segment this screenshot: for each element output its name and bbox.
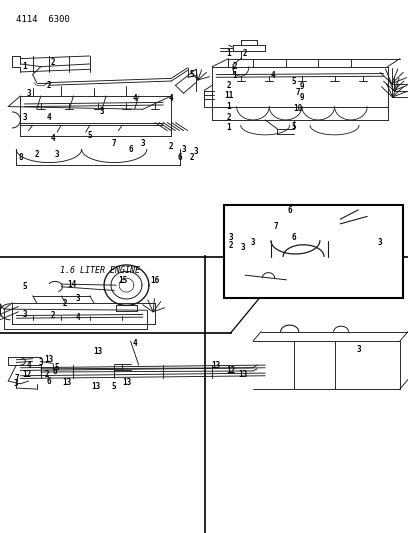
Text: 7: 7	[295, 88, 300, 96]
Text: 2: 2	[44, 370, 49, 379]
Text: 3: 3	[251, 238, 255, 247]
Text: 2.2 LITER ENGINE: 2.2 LITER ENGINE	[264, 266, 344, 276]
Text: 1: 1	[226, 49, 231, 58]
Text: 7: 7	[273, 222, 278, 231]
Text: 13: 13	[122, 378, 131, 386]
Text: 5: 5	[55, 364, 60, 372]
Text: 3: 3	[75, 294, 80, 303]
Text: 14: 14	[67, 280, 76, 288]
Text: 9: 9	[299, 83, 304, 91]
Text: 4: 4	[26, 361, 31, 369]
Text: 6: 6	[53, 367, 58, 376]
Text: 2: 2	[51, 59, 55, 67]
Text: 5: 5	[291, 77, 296, 86]
Text: 4: 4	[132, 340, 137, 348]
Text: 1: 1	[232, 71, 237, 80]
Text: 5: 5	[87, 132, 92, 140]
Text: 13: 13	[212, 361, 221, 369]
Text: 1: 1	[226, 124, 231, 132]
Text: 12: 12	[226, 366, 235, 375]
Text: 4: 4	[51, 134, 55, 143]
Text: 3: 3	[377, 238, 382, 247]
Text: 3: 3	[193, 148, 198, 156]
Text: 12: 12	[22, 370, 31, 378]
Text: 2: 2	[226, 81, 231, 90]
Text: 5: 5	[112, 382, 117, 391]
Text: 13: 13	[63, 378, 72, 386]
Text: 3: 3	[100, 108, 104, 116]
Text: 2: 2	[242, 49, 247, 58]
Text: 16: 16	[151, 277, 160, 285]
Text: 13: 13	[93, 348, 102, 356]
Text: 9: 9	[299, 93, 304, 102]
Text: 1: 1	[226, 102, 231, 111]
Text: 3: 3	[14, 379, 19, 388]
Text: 4: 4	[271, 71, 276, 80]
Text: 1.6 LITER ENGINE: 1.6 LITER ENGINE	[60, 266, 140, 276]
Text: 1: 1	[22, 62, 27, 71]
Text: 13: 13	[44, 356, 53, 364]
Text: 7: 7	[14, 374, 19, 383]
Text: 4: 4	[132, 94, 137, 103]
Text: 3: 3	[26, 89, 31, 98]
Text: 2: 2	[232, 62, 237, 71]
Text: 13: 13	[91, 382, 100, 391]
Text: 3: 3	[357, 345, 361, 353]
Text: 4: 4	[75, 313, 80, 321]
Text: 3: 3	[55, 150, 60, 159]
Text: 3: 3	[38, 358, 43, 367]
Text: 2: 2	[63, 300, 68, 308]
Text: 11: 11	[224, 92, 233, 100]
Text: 2: 2	[169, 142, 174, 151]
Text: 2: 2	[189, 153, 194, 161]
Text: 3: 3	[140, 140, 145, 148]
Text: 6: 6	[47, 377, 51, 385]
Bar	[224, 205, 403, 298]
Text: 2: 2	[51, 311, 55, 320]
Text: 6: 6	[128, 145, 133, 154]
Text: 2: 2	[34, 150, 39, 159]
Text: 2: 2	[228, 241, 233, 249]
Text: 3: 3	[228, 233, 233, 241]
Text: 13: 13	[238, 370, 247, 379]
Text: 3: 3	[22, 310, 27, 319]
Text: 8: 8	[18, 153, 23, 161]
Text: 5: 5	[291, 123, 296, 131]
Text: 5: 5	[22, 282, 27, 291]
Text: 2: 2	[47, 81, 51, 90]
Text: 3: 3	[22, 113, 27, 122]
Text: 10: 10	[293, 104, 302, 112]
Text: 5: 5	[189, 70, 194, 79]
Text: 3: 3	[240, 244, 245, 252]
Text: 6: 6	[287, 206, 292, 215]
Text: 4114  6300: 4114 6300	[16, 15, 69, 24]
Text: 4: 4	[47, 113, 51, 122]
Text: 6: 6	[291, 233, 296, 241]
Text: 7: 7	[112, 140, 117, 148]
Text: 6: 6	[177, 153, 182, 161]
Text: 15: 15	[118, 277, 127, 285]
Text: 2: 2	[226, 113, 231, 122]
Text: 4: 4	[169, 94, 174, 103]
Text: 3: 3	[181, 145, 186, 154]
